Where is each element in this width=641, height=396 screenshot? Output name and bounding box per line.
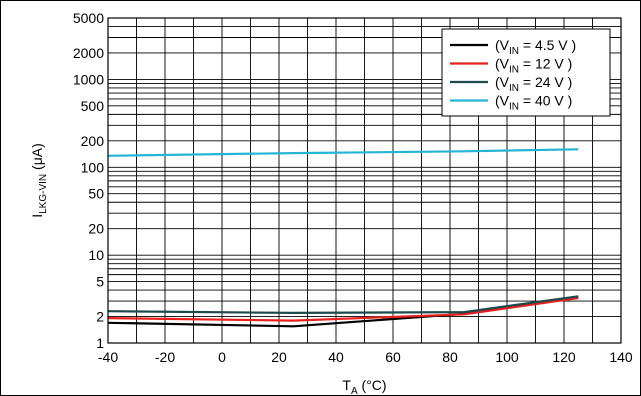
x-axis-label-unit: (°C) [358,377,387,393]
x-axis-label-sub: A [351,386,358,396]
y-axis-label-main: I [29,214,45,218]
x-tick-label: 80 [442,349,458,365]
legend-label: (VIN = 24 V ) [495,74,572,94]
legend-label: (VIN = 40 V ) [495,93,572,113]
x-tick-label: 40 [328,349,344,365]
y-axis-label: ILKG-VIN (μA) [29,143,49,218]
y-tick-label: 100 [81,159,105,175]
y-axis-ticks: 1 2 5 10 20 50 100 200 500 1000 2000 5000 [73,10,104,351]
y-tick-label: 2 [96,309,104,325]
y-axis-label-unit: (μA) [29,143,45,174]
y-tick-label: 50 [88,186,104,202]
x-tick-label: 120 [552,349,576,365]
legend-label: (VIN = 12 V ) [495,56,572,76]
x-axis-ticks: -40 -20 0 20 40 60 80 100 120 140 [98,349,633,365]
y-tick-label: 2000 [73,45,104,61]
series-layer [107,148,579,328]
y-axis-label-sub: LKG-VIN [38,174,49,214]
series-line [107,296,579,322]
y-tick-label: 500 [81,98,105,114]
y-tick-label: 5000 [73,10,104,26]
x-axis-label: TA (°C) [342,377,386,396]
x-tick-label: 60 [385,349,401,365]
y-tick-label: 200 [81,133,105,149]
x-axis-label-main: T [342,377,351,393]
x-tick-label: 20 [271,349,287,365]
y-tick-label: 5 [96,274,104,290]
x-tick-label: 0 [218,349,226,365]
series-line [107,295,579,314]
x-tick-label: -40 [98,349,118,365]
y-tick-label: 20 [88,221,104,237]
x-tick-label: 100 [495,349,519,365]
y-tick-label: 1000 [73,71,104,87]
y-tick-label: 10 [88,247,104,263]
x-tick-label: 140 [609,349,633,365]
plot-border [107,17,622,344]
y-tick-label: 1 [96,335,104,351]
series-line [107,148,579,157]
x-tick-label: -20 [155,349,175,365]
legend-label: (VIN = 4.5 V ) [495,37,576,57]
legend: (VIN = 4.5 V )(VIN = 12 V )(VIN = 24 V )… [441,28,611,117]
